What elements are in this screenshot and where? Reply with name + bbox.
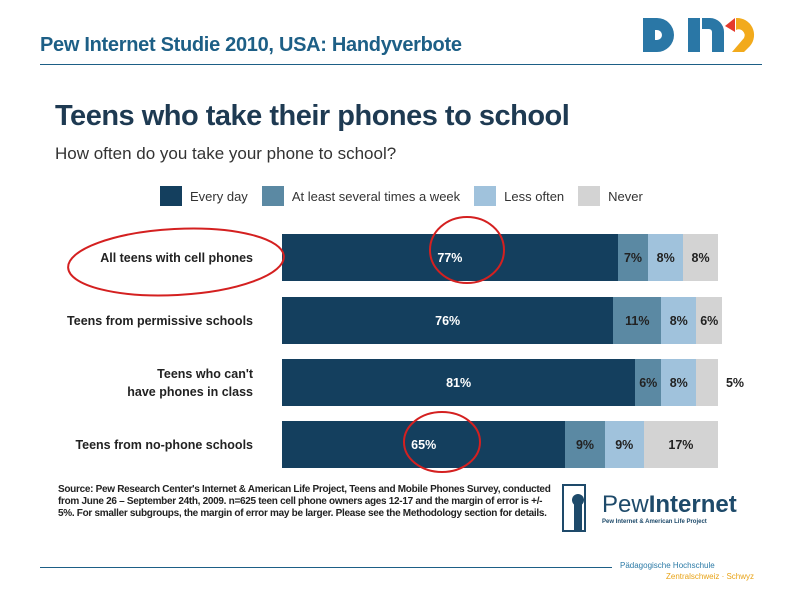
bar-segment: 6% bbox=[696, 297, 723, 344]
data-label: 6% bbox=[700, 313, 719, 328]
title-divider bbox=[40, 64, 762, 65]
legend-item: Never bbox=[578, 186, 643, 206]
pew-subtitle: Pew Internet & American Life Project bbox=[602, 519, 707, 525]
legend-label: Less often bbox=[504, 188, 565, 204]
data-label: 65% bbox=[411, 437, 437, 452]
legend-item: Less often bbox=[474, 186, 564, 206]
legend-swatch bbox=[160, 186, 182, 206]
bar-segment: 11% bbox=[613, 297, 662, 344]
data-label: 5% bbox=[725, 375, 745, 390]
source-note: Source: Pew Research Center's Internet &… bbox=[58, 484, 551, 519]
footer-location: Zentralschweiz · Schwyz bbox=[666, 572, 755, 581]
category-label: All teens with cell phones bbox=[28, 249, 253, 267]
pew-name-light: Pew bbox=[602, 491, 649, 518]
bar-segment: 77% bbox=[282, 234, 618, 281]
bar-segment: 76% bbox=[282, 297, 614, 344]
chart-subtitle: How often do you take your phone to scho… bbox=[55, 144, 397, 163]
pew-keyhole-icon bbox=[562, 484, 586, 532]
bar-segment: 8% bbox=[661, 297, 697, 344]
legend: Every day At least several times a week Le… bbox=[160, 186, 643, 206]
legend-label: Never bbox=[608, 188, 643, 204]
legend-swatch bbox=[261, 186, 284, 206]
category-label: Teens from permissive schools bbox=[28, 312, 253, 330]
category-label-line: Teens who can't bbox=[157, 366, 253, 381]
bar-segment: 9% bbox=[604, 421, 644, 468]
data-label: 8% bbox=[669, 313, 688, 328]
data-label: 81% bbox=[446, 375, 472, 390]
category-label-line: Teens from permissive schools bbox=[67, 313, 253, 328]
data-label: 77% bbox=[437, 250, 463, 265]
data-label: 7% bbox=[623, 250, 643, 265]
phz-logo bbox=[643, 17, 755, 52]
data-label: 6% bbox=[639, 375, 658, 390]
bar-segment: 17% bbox=[643, 421, 718, 468]
legend-item: Every day bbox=[160, 186, 248, 206]
data-label: 8% bbox=[656, 250, 675, 265]
category-label-line: have phones in class bbox=[127, 384, 253, 399]
data-label: 17% bbox=[668, 437, 694, 452]
data-label: 8% bbox=[691, 250, 710, 265]
category-label-line: All teens with cell phones bbox=[100, 250, 253, 265]
bar-segment: 5% bbox=[696, 359, 744, 406]
data-label: 76% bbox=[435, 313, 461, 328]
legend-label: At least several times a week bbox=[291, 188, 461, 204]
category-label: Teens who can't have phones in class bbox=[28, 365, 253, 401]
data-label: 8% bbox=[669, 375, 688, 390]
chart-title: Teens who take their phones to school bbox=[55, 100, 570, 132]
legend-swatch bbox=[474, 186, 497, 206]
bar-segment: 9% bbox=[565, 421, 605, 468]
slide-title: Pew Internet Studie 2010, USA: Handyverb… bbox=[40, 34, 462, 56]
legend-swatch bbox=[578, 186, 601, 206]
footer-divider bbox=[40, 567, 612, 568]
bar-segment: 7% bbox=[617, 234, 649, 281]
pew-name-bold: Internet bbox=[648, 491, 737, 518]
footer-institution: Pädagogische Hochschule bbox=[620, 561, 715, 570]
category-label: Teens from no-phone schools bbox=[28, 436, 253, 454]
bar-segment: 8% bbox=[661, 359, 697, 406]
bar-segment: 81% bbox=[282, 359, 636, 406]
data-label: 9% bbox=[575, 437, 595, 452]
bar-segment: 65% bbox=[282, 421, 566, 468]
bar-segment: 8% bbox=[648, 234, 684, 281]
bar-segment: 6% bbox=[635, 359, 662, 406]
bar-segment: 8% bbox=[683, 234, 718, 281]
category-label-line: Teens from no-phone schools bbox=[75, 437, 253, 452]
pew-internet-logo: PewInternet Pew Internet & American Life… bbox=[560, 482, 737, 534]
data-label: 9% bbox=[615, 437, 634, 452]
data-label: 11% bbox=[625, 313, 650, 328]
legend-label: Every day bbox=[190, 188, 248, 204]
legend-item: At least several times a week bbox=[261, 186, 461, 206]
